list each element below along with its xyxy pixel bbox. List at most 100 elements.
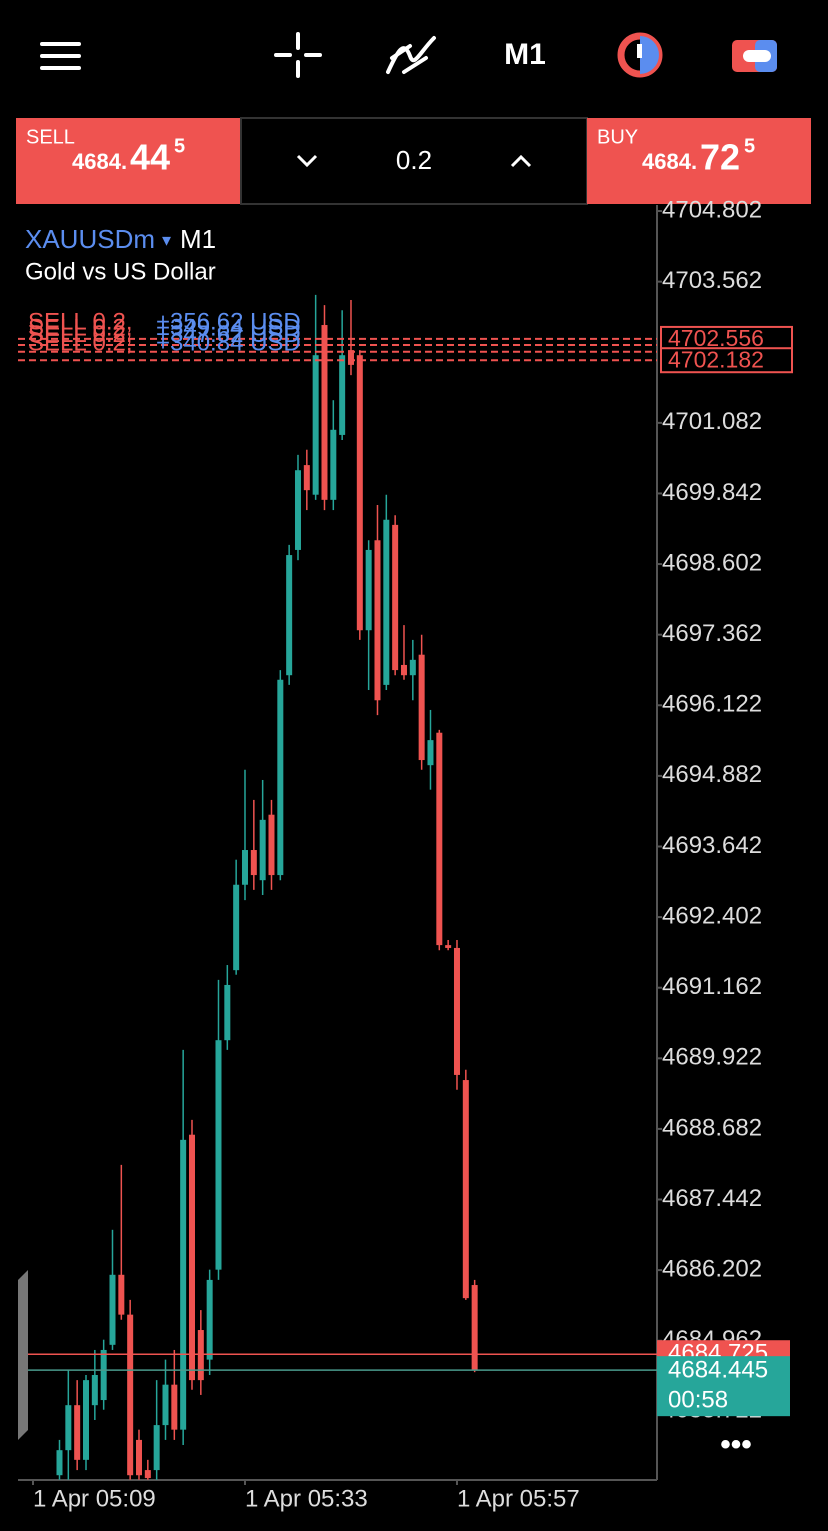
volume-value[interactable]: 0.2 [396, 145, 432, 175]
candle-body [241, 850, 248, 885]
candle-body [153, 1425, 160, 1471]
indicators-button[interactable] [386, 36, 436, 74]
order-side: SELL 0.2, [28, 330, 133, 357]
y-tick-label: 4689.922 [662, 1044, 762, 1071]
candle-body [188, 1134, 195, 1381]
candle-body [453, 947, 460, 1075]
candle-body [286, 555, 293, 676]
trade-hand [637, 44, 642, 58]
crosshair-button[interactable] [274, 32, 322, 78]
x-tick-label: 1 Apr 05:09 [33, 1485, 156, 1512]
volume-down[interactable] [296, 154, 318, 168]
y-tick-label: 4694.882 [662, 761, 762, 788]
candle-body [56, 1450, 63, 1476]
candle-body [312, 355, 319, 495]
menu-bar [40, 42, 81, 46]
candle-body [259, 819, 266, 881]
order-side: SELL 0.2, [28, 314, 133, 341]
account-link [743, 50, 771, 62]
candle-body [294, 470, 301, 550]
trade-half [640, 36, 659, 74]
menu-button[interactable] [40, 42, 81, 70]
candle-body [471, 1285, 478, 1371]
candle-body [74, 1405, 81, 1460]
symbol-name[interactable]: XAUUSDm [25, 224, 155, 254]
y-tick-label: 4691.162 [662, 973, 762, 1000]
volume-box [240, 117, 588, 205]
y-tick-label: 4686.202 [662, 1255, 762, 1282]
buy-button[interactable]: BUY 4684. 72 5 [587, 118, 811, 204]
candle-body [118, 1274, 125, 1315]
y-tick-label: 4704.802 [662, 196, 762, 223]
candle-body [144, 1470, 151, 1479]
candle-body [330, 429, 337, 500]
candle-body [65, 1405, 72, 1451]
more-menu[interactable]: ••• [720, 1428, 752, 1461]
timeframe-button[interactable]: M1 [504, 38, 546, 71]
candle-body [347, 350, 354, 365]
account-button[interactable] [732, 40, 777, 72]
candle-body [303, 465, 310, 491]
order-side: SELL 0.2, [28, 321, 133, 348]
candle-body [224, 984, 231, 1041]
candle-body [268, 814, 275, 876]
candle-body [277, 679, 284, 876]
candle-body [135, 1439, 142, 1476]
candle-body [109, 1274, 116, 1345]
bid-box [657, 1356, 790, 1417]
order-side: SELL 0.2, [28, 308, 133, 335]
x-tick-label: 1 Apr 05:57 [457, 1485, 580, 1512]
side-tab[interactable] [18, 1270, 28, 1440]
y-tick-label: 4703.562 [662, 267, 762, 294]
y-tick-label: 4688.682 [662, 1114, 762, 1141]
candle-body [365, 549, 372, 631]
order-price-box [660, 347, 793, 374]
candle-body [180, 1139, 187, 1430]
y-tick-label: 4698.602 [662, 549, 762, 576]
symbol-timeframe: M1 [180, 224, 216, 254]
candle-body [462, 1080, 469, 1299]
sell-button[interactable]: SELL 4684. 44 5 [16, 118, 241, 204]
sell-price-sup: 5 [174, 135, 185, 157]
menu-bar [40, 66, 81, 70]
candle-body [100, 1349, 107, 1401]
candle-body [356, 355, 363, 631]
candle-body [392, 524, 399, 671]
indicator-strokes [390, 44, 428, 74]
plot: 4704.802 4703.562 4701.082 4699.842 4698.602… [18, 196, 793, 1512]
candle-body [445, 945, 452, 948]
candle-body [339, 355, 346, 435]
y-tick-label: 4687.442 [662, 1185, 762, 1212]
candle-body [162, 1384, 169, 1426]
buy-label: BUY [597, 126, 638, 148]
candle-body [400, 664, 407, 676]
buy-bg [587, 118, 811, 204]
candle-body [409, 659, 416, 676]
candle-body [215, 1040, 222, 1270]
menu-bar [40, 54, 81, 58]
trade-button[interactable] [617, 32, 663, 78]
sell-label: SELL [26, 126, 75, 148]
buy-price-small: 4684. [642, 149, 697, 174]
volume-up[interactable] [510, 154, 532, 168]
order-profit: +347.62 USD [156, 321, 301, 348]
y-tick-label: 4692.402 [662, 902, 762, 929]
symbol-description: Gold vs US Dollar [25, 258, 216, 285]
symbol-arrow[interactable]: ▾ [162, 230, 171, 250]
y-tick-label: 4693.642 [662, 832, 762, 859]
candle-body [427, 740, 434, 766]
sell-price-small: 4684. [72, 149, 127, 174]
sell-price-big: 44 [130, 137, 170, 178]
y-tick-label: 4697.362 [662, 620, 762, 647]
candle-body [436, 732, 443, 946]
order-price-label: 4702.556 [668, 325, 764, 351]
candle-body [250, 850, 257, 876]
candle-body [418, 654, 425, 761]
candle-body [206, 1279, 213, 1360]
candle-body [374, 540, 381, 701]
bar-timer: 00:58 [668, 1387, 728, 1414]
x-tick-label: 1 Apr 05:33 [245, 1485, 368, 1512]
order-profit: +340.84 USD [156, 330, 301, 357]
